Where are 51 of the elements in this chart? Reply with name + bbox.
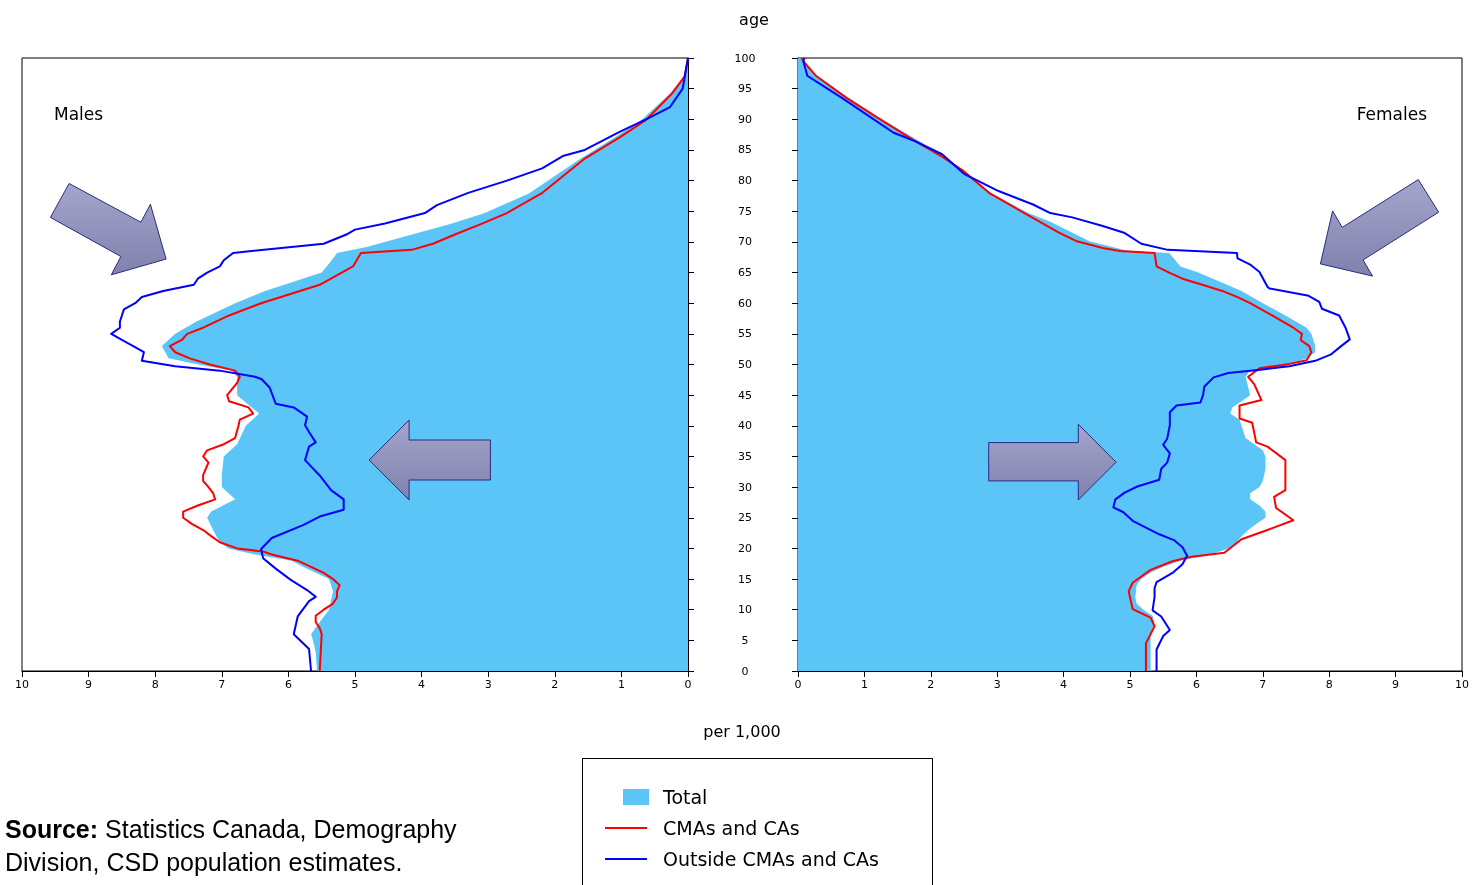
x-tick-label: 4: [418, 678, 426, 691]
x-tick-label: 2: [927, 678, 935, 691]
x-tick-label: 1: [860, 678, 868, 691]
x-tick-label: 3: [484, 678, 492, 691]
y-tick-label: 75: [738, 204, 752, 218]
y-tick-label: 85: [738, 143, 752, 157]
x-tick-label: 0: [684, 678, 692, 691]
y-tick-label: 80: [738, 174, 752, 188]
y-tick-label: 45: [738, 388, 752, 402]
x-tick-label: 8: [151, 678, 159, 691]
x-tick-label: 0: [794, 678, 802, 691]
y-tick-label: 65: [738, 266, 752, 280]
y-tick-label: 10: [738, 603, 752, 617]
x-tick-label: 10: [15, 678, 29, 691]
x-tick-label: 5: [351, 678, 359, 691]
y-tick-label: 60: [738, 296, 752, 310]
y-tick-label: 95: [738, 82, 752, 96]
source-note: Source: Statistics Canada, Demography Division, CSD population estimates.: [5, 814, 464, 876]
y-tick-label: 15: [738, 572, 752, 586]
x-axis-title: per 1,000: [703, 721, 781, 741]
y-axis-title: age: [739, 9, 769, 29]
x-tick-label: 6: [284, 678, 292, 691]
x-tick-label: 4: [1060, 678, 1068, 691]
y-tick-label: 30: [738, 480, 752, 494]
y-tick-label: 50: [738, 358, 752, 371]
y-tick-label: 70: [738, 235, 752, 249]
y-tick-label: 55: [738, 327, 752, 341]
y-tick-label: 90: [738, 112, 752, 126]
x-tick-label: 9: [1392, 678, 1400, 691]
x-tick-label: 7: [1259, 678, 1267, 691]
legend-label: CMAs and CAs: [663, 816, 800, 839]
x-tick-label: 3: [993, 678, 1001, 691]
x-tick-label: 7: [218, 678, 226, 691]
y-tick-label: 35: [738, 449, 752, 463]
y-tick-label: 5: [741, 633, 749, 647]
annotation: Females: [1356, 103, 1428, 124]
x-tick-label: 9: [85, 678, 93, 691]
x-tick-label: 6: [1192, 678, 1200, 691]
annotation: Males: [54, 103, 104, 124]
x-tick-label: 2: [551, 678, 559, 691]
y-tick-label: 25: [738, 511, 752, 525]
y-tick-label: 0: [741, 664, 749, 678]
legend-label: Outside CMAs and CAs: [663, 847, 879, 870]
x-tick-label: 8: [1325, 678, 1333, 691]
x-tick-label: 5: [1126, 678, 1134, 691]
y-tick-label: 40: [738, 419, 752, 433]
x-tick-label: 10: [1455, 678, 1469, 691]
y-tick-label: 20: [738, 541, 752, 555]
y-tick-label: 100: [734, 51, 756, 65]
legend-label: Total: [663, 785, 708, 808]
x-tick-label: 1: [617, 678, 625, 691]
